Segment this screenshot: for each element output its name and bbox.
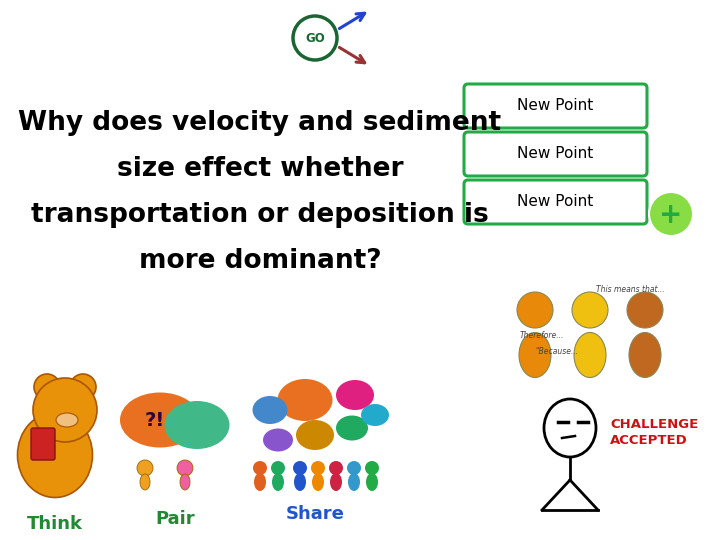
Ellipse shape bbox=[296, 420, 334, 450]
Circle shape bbox=[627, 292, 663, 328]
Ellipse shape bbox=[348, 473, 360, 491]
Ellipse shape bbox=[336, 415, 368, 441]
Ellipse shape bbox=[17, 413, 92, 497]
Ellipse shape bbox=[277, 379, 333, 421]
Text: Think: Think bbox=[27, 515, 83, 533]
Text: New Point: New Point bbox=[518, 146, 593, 161]
Circle shape bbox=[572, 292, 608, 328]
Ellipse shape bbox=[263, 429, 293, 451]
Text: more dominant?: more dominant? bbox=[139, 248, 382, 274]
Ellipse shape bbox=[574, 333, 606, 377]
Ellipse shape bbox=[253, 396, 287, 424]
Ellipse shape bbox=[180, 474, 190, 490]
Circle shape bbox=[137, 460, 153, 476]
Ellipse shape bbox=[140, 474, 150, 490]
Ellipse shape bbox=[336, 380, 374, 410]
Ellipse shape bbox=[164, 401, 230, 449]
Circle shape bbox=[293, 461, 307, 475]
Circle shape bbox=[253, 461, 267, 475]
Text: "Because...: "Because... bbox=[535, 348, 578, 356]
Circle shape bbox=[329, 461, 343, 475]
Circle shape bbox=[34, 374, 60, 400]
Ellipse shape bbox=[272, 473, 284, 491]
Text: Why does velocity and sediment: Why does velocity and sediment bbox=[19, 110, 502, 136]
FancyBboxPatch shape bbox=[464, 84, 647, 128]
Text: GO: GO bbox=[305, 32, 325, 45]
Ellipse shape bbox=[330, 473, 342, 491]
Ellipse shape bbox=[56, 413, 78, 427]
Ellipse shape bbox=[312, 473, 324, 491]
Text: +: + bbox=[660, 201, 683, 229]
Circle shape bbox=[271, 461, 285, 475]
Ellipse shape bbox=[519, 333, 551, 377]
Circle shape bbox=[177, 460, 193, 476]
Circle shape bbox=[70, 374, 96, 400]
FancyBboxPatch shape bbox=[31, 428, 55, 460]
Circle shape bbox=[649, 192, 693, 236]
FancyBboxPatch shape bbox=[464, 132, 647, 176]
Ellipse shape bbox=[544, 399, 596, 457]
Text: size effect whether: size effect whether bbox=[117, 156, 403, 182]
Text: ?!: ?! bbox=[145, 410, 165, 429]
Ellipse shape bbox=[361, 404, 389, 426]
Circle shape bbox=[517, 292, 553, 328]
Circle shape bbox=[311, 461, 325, 475]
Text: This means that...: This means that... bbox=[595, 285, 665, 294]
Text: transportation or deposition is: transportation or deposition is bbox=[31, 202, 489, 228]
Ellipse shape bbox=[629, 333, 661, 377]
Circle shape bbox=[365, 461, 379, 475]
Text: Pair: Pair bbox=[156, 510, 195, 528]
Circle shape bbox=[347, 461, 361, 475]
Circle shape bbox=[33, 378, 97, 442]
Text: CHALLENGE
ACCEPTED: CHALLENGE ACCEPTED bbox=[610, 417, 698, 447]
FancyBboxPatch shape bbox=[464, 180, 647, 224]
Text: Therefore...: Therefore... bbox=[520, 330, 564, 340]
Text: New Point: New Point bbox=[518, 98, 593, 113]
Ellipse shape bbox=[294, 473, 306, 491]
Ellipse shape bbox=[366, 473, 378, 491]
Circle shape bbox=[293, 16, 337, 60]
Text: New Point: New Point bbox=[518, 194, 593, 210]
Ellipse shape bbox=[254, 473, 266, 491]
Text: Share: Share bbox=[286, 505, 344, 523]
Ellipse shape bbox=[120, 393, 200, 448]
